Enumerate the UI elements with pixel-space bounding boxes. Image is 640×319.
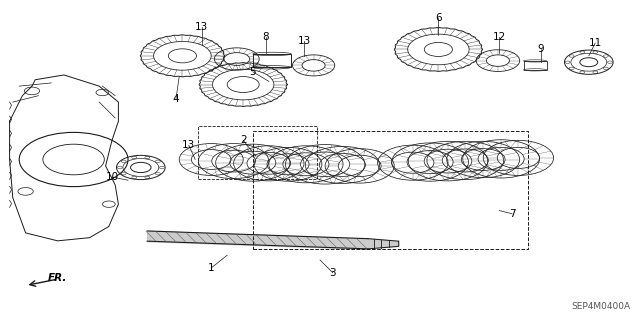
Bar: [198, 126, 317, 179]
Text: 8: 8: [262, 32, 269, 42]
Text: 1: 1: [208, 263, 214, 273]
Bar: [524, 61, 547, 70]
Text: 12: 12: [493, 32, 506, 42]
Text: 7: 7: [509, 209, 515, 219]
Text: SEP4M0400A: SEP4M0400A: [572, 302, 630, 311]
Text: 3: 3: [330, 268, 336, 278]
Text: 13: 13: [298, 36, 310, 47]
Text: 10: 10: [106, 172, 118, 182]
Text: 2: 2: [240, 135, 246, 145]
Bar: [253, 54, 291, 67]
Text: 6: 6: [435, 12, 442, 23]
Text: FR.: FR.: [48, 273, 67, 283]
Text: 9: 9: [538, 44, 544, 55]
Polygon shape: [10, 75, 118, 241]
Text: 13: 13: [182, 140, 195, 150]
Text: 4: 4: [173, 94, 179, 104]
Text: 13: 13: [195, 22, 208, 32]
Bar: [253, 131, 528, 249]
Text: 11: 11: [589, 38, 602, 48]
Polygon shape: [368, 239, 399, 249]
Text: 5: 5: [250, 67, 256, 77]
